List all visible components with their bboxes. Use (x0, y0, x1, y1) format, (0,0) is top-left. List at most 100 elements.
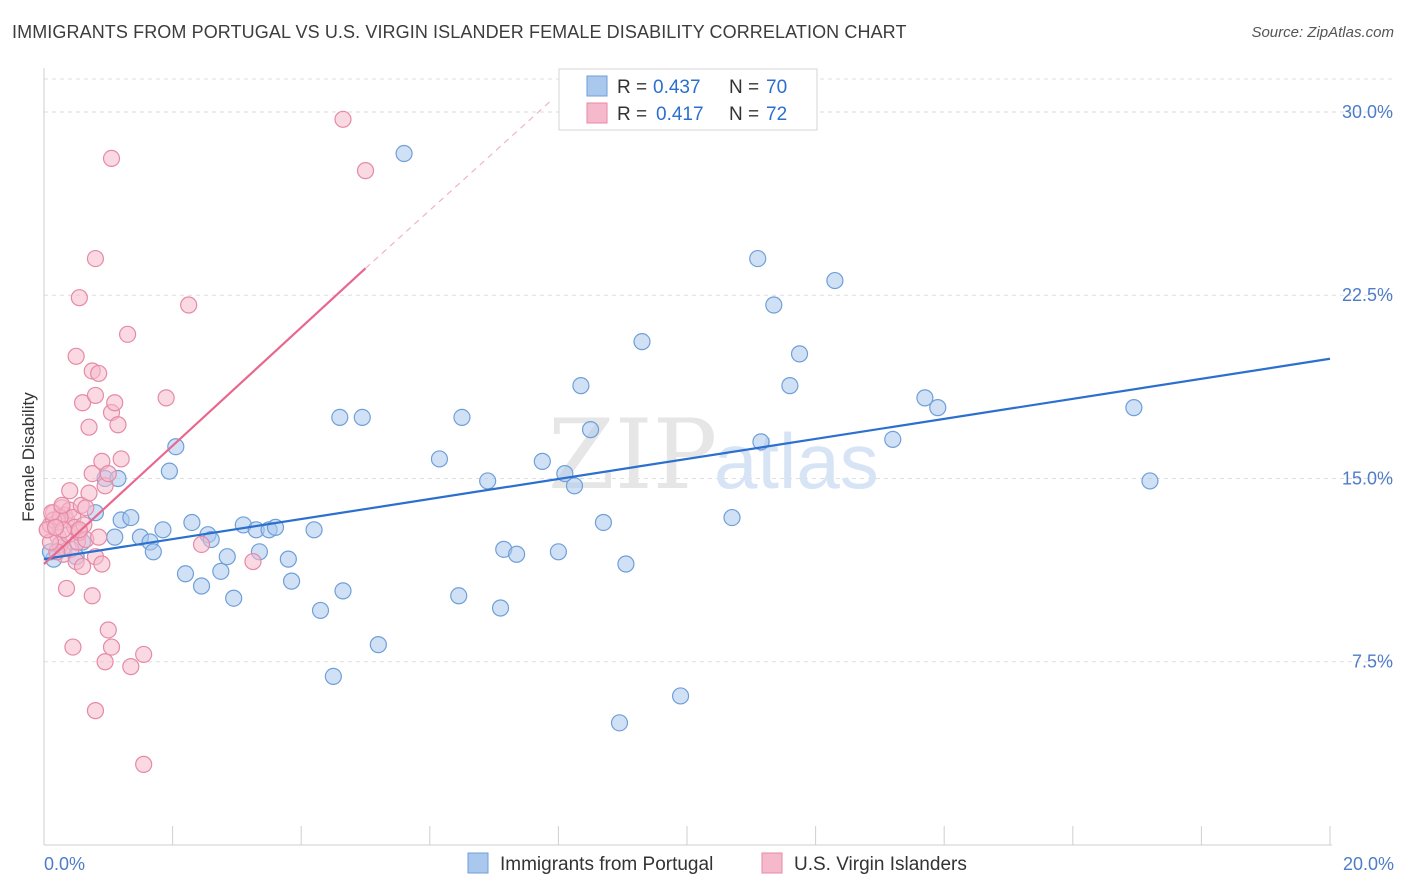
data-point-portugal (167, 438, 185, 456)
data-point-portugal (765, 296, 783, 314)
x-axis-ticks (43, 826, 1331, 845)
trend-line-virgin-islanders (43, 267, 367, 565)
y-axis-label: Female Disability (19, 392, 38, 522)
x-tick-label-max: 20.0% (1343, 854, 1394, 874)
legend-label-virgin-islanders: U.S. Virgin Islanders (794, 854, 967, 875)
data-point-portugal (353, 408, 371, 427)
data-point-portugal (572, 377, 590, 395)
stats-r-value-virgin-islanders: 0.417 (656, 104, 704, 125)
data-point-portugal (929, 399, 947, 417)
data-point-portugal (491, 599, 510, 617)
data-point-portugal (282, 572, 301, 590)
stats-box: R = 0.437 N = 70 R = 0.417 N = 72 (558, 68, 818, 131)
stats-n-value-portugal: 70 (766, 77, 787, 98)
data-point-virgin-islanders (135, 755, 153, 773)
data-point-portugal (225, 589, 243, 607)
data-point-virgin-islanders (64, 638, 82, 656)
data-point-virgin-islanders (73, 394, 92, 412)
data-point-portugal (781, 377, 799, 395)
data-point-portugal (749, 249, 767, 268)
data-point-virgin-islanders (334, 110, 352, 128)
data-point-virgin-islanders (80, 484, 98, 502)
data-point-portugal (549, 543, 568, 561)
data-point-virgin-islanders (90, 528, 108, 546)
data-point-virgin-islanders (86, 702, 105, 720)
data-point-portugal (826, 271, 844, 290)
legend-label-portugal: Immigrants from Portugal (500, 854, 713, 875)
data-point-portugal (106, 528, 124, 546)
data-point-portugal (144, 543, 162, 561)
data-point-virgin-islanders (99, 465, 117, 483)
data-point-portugal (311, 601, 330, 620)
series-virgin-islanders-points (38, 110, 375, 773)
stats-n-value-virgin-islanders: 72 (766, 104, 787, 125)
data-point-virgin-islanders (86, 249, 105, 268)
watermark: ZIP atlas (548, 399, 879, 511)
data-point-virgin-islanders (70, 289, 88, 307)
y-axis-tick-labels: 7.5% 15.0% 22.5% 30.0% (1342, 102, 1393, 672)
data-point-portugal (218, 548, 236, 566)
data-point-virgin-islanders (99, 621, 117, 639)
trend-extension-virgin-islanders (365, 99, 553, 269)
stats-r-label-1: R = (617, 77, 647, 98)
data-point-virgin-islanders (118, 325, 137, 343)
data-point-portugal (617, 555, 635, 573)
data-point-portugal (594, 513, 613, 532)
data-point-virgin-islanders (57, 579, 76, 598)
trend-line-portugal (43, 357, 1331, 561)
data-point-portugal (610, 714, 629, 732)
data-point-portugal (331, 408, 349, 427)
data-point-portugal (479, 472, 497, 490)
data-point-portugal (154, 521, 172, 539)
data-point-portugal (671, 687, 690, 705)
data-point-virgin-islanders (73, 557, 92, 576)
data-point-virgin-islanders (83, 587, 101, 605)
data-point-virgin-islanders (80, 418, 98, 436)
data-point-virgin-islanders (192, 535, 211, 554)
stats-r-value-portugal: 0.437 (653, 77, 701, 98)
data-point-portugal (453, 408, 471, 427)
trend-lines (43, 99, 1331, 565)
data-point-portugal (430, 450, 449, 468)
data-point-virgin-islanders (53, 496, 71, 514)
stats-swatch-portugal (586, 75, 608, 97)
y-tick-label: 30.0% (1342, 102, 1393, 122)
data-point-virgin-islanders (102, 638, 121, 656)
x-axis-tick-labels: 0.0% 20.0% (44, 854, 1394, 874)
legend-swatch-virgin-islanders (761, 852, 783, 874)
data-point-virgin-islanders (112, 450, 130, 468)
data-point-portugal (508, 545, 526, 563)
chart-title: IMMIGRANTS FROM PORTUGAL VS U.S. VIRGIN … (12, 22, 907, 42)
data-point-portugal (279, 550, 297, 568)
data-point-portugal (723, 508, 741, 527)
data-point-portugal (533, 452, 551, 470)
data-point-portugal (633, 333, 651, 351)
data-point-portugal (192, 577, 211, 595)
data-point-portugal (369, 636, 387, 654)
data-point-virgin-islanders (77, 499, 95, 517)
data-point-virgin-islanders (96, 653, 114, 671)
data-point-virgin-islanders (102, 149, 121, 168)
data-point-portugal (1141, 472, 1159, 490)
y-tick-label: 22.5% (1342, 285, 1393, 305)
data-point-portugal (305, 521, 323, 539)
data-point-portugal (884, 430, 902, 448)
data-point-virgin-islanders (356, 162, 375, 180)
data-point-portugal (176, 565, 195, 583)
axes (43, 68, 1332, 846)
x-tick-label-min: 0.0% (44, 854, 85, 874)
data-point-virgin-islanders (180, 296, 198, 314)
data-point-portugal (334, 582, 352, 600)
data-point-virgin-islanders (93, 555, 111, 573)
data-point-virgin-islanders (157, 389, 175, 407)
y-tick-label: 7.5% (1352, 652, 1393, 672)
data-point-portugal (1125, 399, 1143, 417)
data-point-virgin-islanders (244, 552, 262, 571)
watermark-atlas: atlas (714, 417, 879, 505)
y-tick-label: 15.0% (1342, 468, 1393, 488)
data-point-portugal (565, 477, 584, 495)
data-point-portugal (160, 462, 178, 480)
data-point-portugal (324, 667, 342, 686)
data-point-virgin-islanders (61, 482, 79, 500)
